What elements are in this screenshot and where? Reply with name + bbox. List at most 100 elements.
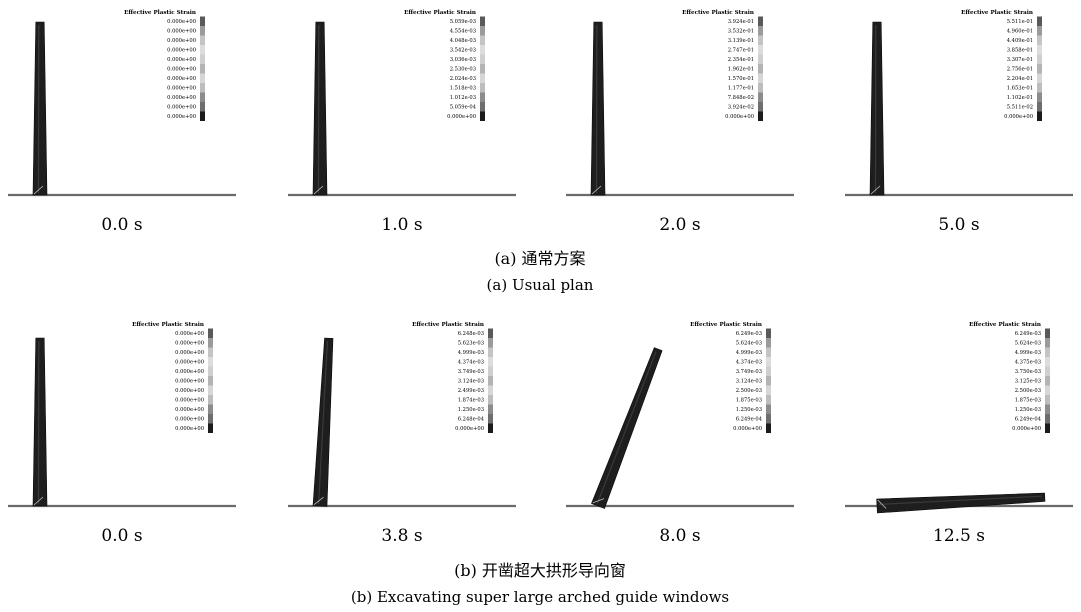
legend-swatch [208, 338, 213, 348]
legend-title: Effective Plastic Strain [690, 322, 762, 328]
legend-swatch [200, 111, 205, 121]
legend-value: 4.999e-03 [736, 350, 762, 356]
legend-value: 2.499e-03 [458, 388, 484, 394]
legend-swatch [208, 414, 213, 424]
legend-value: 0.000e+00 [167, 76, 196, 82]
snapshot-panel: Effective Plastic Strain 5.059e-03 4.554e-… [288, 10, 516, 235]
legend-swatch [208, 385, 213, 395]
legend-swatch [1037, 111, 1042, 121]
caption-chinese: (a) 通常方案 [494, 249, 585, 268]
legend-value: 4.999e-03 [1015, 350, 1041, 356]
legend-value: 1.250e-03 [458, 407, 484, 413]
legend-swatch [1037, 73, 1042, 83]
snapshot-panel: Effective Plastic Strain 3.924e-01 3.532e-… [566, 10, 794, 235]
legend-swatch [766, 385, 771, 395]
legend-value: 4.554e-03 [450, 29, 476, 35]
legend-swatch [766, 376, 771, 386]
legend-value: 6.249e-03 [736, 331, 762, 337]
legend-value: 5.059e-03 [450, 19, 476, 25]
legend-value: 3.532e-01 [728, 29, 754, 35]
legend-swatch [208, 366, 213, 376]
legend-swatch [766, 423, 771, 433]
legend-title: Effective Plastic Strain [412, 322, 484, 328]
time-label: 12.5 s [933, 526, 985, 546]
legend-swatch [758, 111, 763, 121]
legend-value: 1.653e-01 [1007, 86, 1033, 92]
legend-swatch [480, 83, 485, 93]
legend-swatch [488, 366, 493, 376]
legend-value: 0.000e+00 [167, 67, 196, 73]
legend-swatch [758, 45, 763, 55]
legend-value: 0.000e+00 [167, 105, 196, 111]
legend-value: 5.059e-04 [450, 105, 477, 111]
legend-swatch [766, 347, 771, 357]
legend-value: 2.747e-01 [728, 48, 754, 54]
legend-value: 0.000e+00 [175, 417, 204, 423]
legend-value: 1.875e-03 [1015, 398, 1041, 404]
legend-value: 0.000e+00 [167, 38, 196, 44]
legend-value: 3.749e-03 [736, 369, 762, 375]
legend-value: 0.000e+00 [447, 114, 476, 120]
caption-english: (b) Excavating super large arched guide … [351, 588, 729, 606]
legend-value: 3.124e-03 [736, 379, 762, 385]
strain-legend: Effective Plastic Strain 0.000e+00 0.000e+… [132, 322, 213, 433]
legend-swatch [480, 111, 485, 121]
legend-value: 1.570e-01 [728, 76, 754, 82]
legend-swatch [480, 102, 485, 112]
legend-swatch [200, 92, 205, 102]
legend-value: 0.000e+00 [175, 369, 204, 375]
time-label: 0.0 s [101, 526, 142, 546]
chimney-tower [590, 21, 606, 196]
chimney-tower [591, 347, 663, 509]
legend-value: 3.750e-03 [1015, 369, 1041, 375]
legend-value: 3.542e-03 [450, 48, 476, 54]
legend-value: 0.000e+00 [167, 57, 196, 63]
strain-legend: Effective Plastic Strain 5.511e-01 4.960e-… [961, 10, 1042, 121]
legend-swatch [208, 404, 213, 414]
legend-value: 0.000e+00 [175, 398, 204, 404]
legend-value: 4.999e-03 [458, 350, 484, 356]
legend-swatch [766, 404, 771, 414]
legend-swatch [488, 347, 493, 357]
snapshot-panel: Effective Plastic Strain 6.248e-03 5.623e-… [288, 322, 516, 546]
legend-swatch [1037, 92, 1042, 102]
strain-legend: Effective Plastic Strain 6.249e-03 5.624e-… [969, 322, 1050, 433]
legend-swatch [1037, 64, 1042, 74]
legend-swatch [1045, 338, 1050, 348]
legend-swatch [1037, 26, 1042, 36]
legend-value: 2.756e-01 [1007, 67, 1033, 73]
legend-value: 5.511e-01 [1007, 19, 1033, 25]
chimney-tower [869, 21, 885, 196]
legend-swatch [488, 423, 493, 433]
legend-value: 0.000e+00 [733, 426, 762, 432]
legend-swatch [758, 35, 763, 45]
legend-value: 0.000e+00 [167, 86, 196, 92]
legend-value: 0.000e+00 [175, 388, 204, 394]
legend-value: 3.924e-02 [728, 105, 754, 111]
legend-value: 3.036e-03 [450, 57, 476, 63]
time-label: 2.0 s [659, 215, 700, 235]
legend-swatch [480, 64, 485, 74]
legend-swatch [208, 423, 213, 433]
legend-value: 0.000e+00 [1012, 426, 1041, 432]
legend-swatch [758, 92, 763, 102]
legend-value: 0.000e+00 [167, 48, 196, 54]
legend-value: 2.500e-03 [1015, 388, 1041, 394]
legend-value: 0.000e+00 [725, 114, 754, 120]
legend-value: 0.000e+00 [175, 331, 204, 337]
legend-swatch [1045, 328, 1050, 338]
legend-value: 0.000e+00 [1004, 114, 1033, 120]
legend-swatch [488, 414, 493, 424]
strain-legend: Effective Plastic Strain 3.924e-01 3.532e-… [682, 10, 763, 121]
legend-swatch [766, 357, 771, 367]
legend-swatch [1045, 376, 1050, 386]
legend-value: 3.858e-01 [1007, 48, 1033, 54]
strain-legend: Effective Plastic Strain 5.059e-03 4.554e-… [404, 10, 485, 121]
legend-value: 1.518e-03 [450, 86, 476, 92]
legend-swatch [1045, 385, 1050, 395]
legend-value: 0.000e+00 [167, 19, 196, 25]
legend-value: 2.500e-03 [736, 388, 762, 394]
legend-value: 3.139e-01 [728, 38, 754, 44]
snapshot-panel: Effective Plastic Strain 6.249e-03 5.624e-… [566, 322, 794, 546]
legend-swatch [488, 357, 493, 367]
